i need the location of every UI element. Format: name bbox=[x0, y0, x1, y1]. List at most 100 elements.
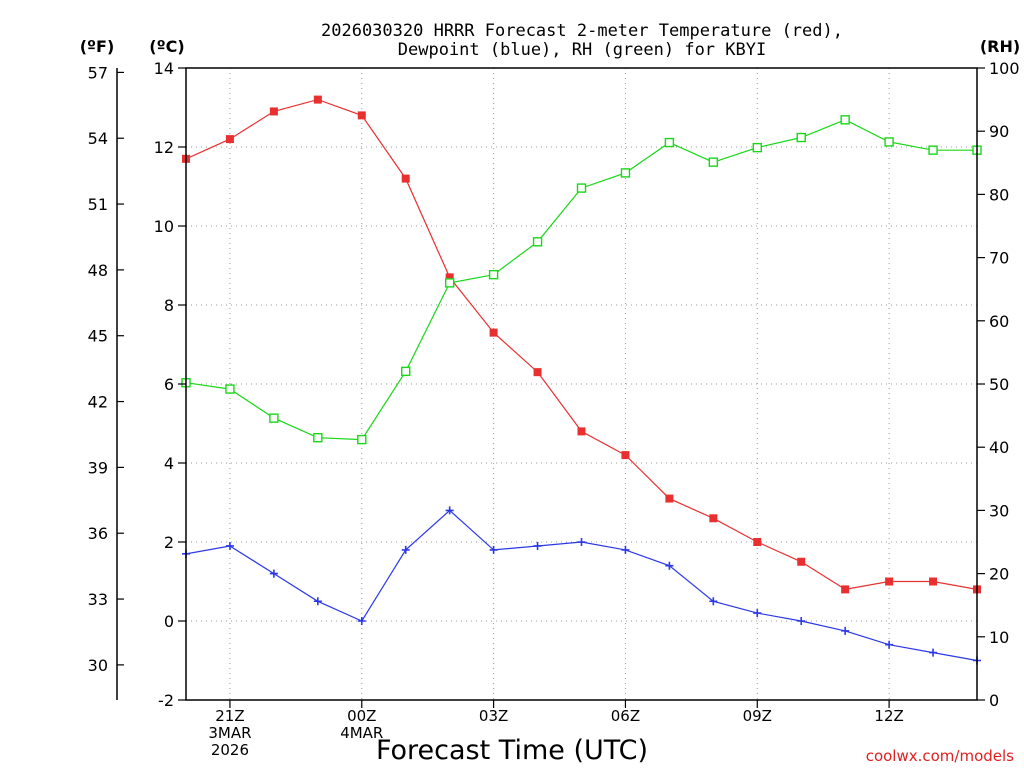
fahrenheit-tick-label: 54 bbox=[88, 129, 108, 148]
temperature-point bbox=[841, 585, 850, 594]
celsius-tick-label: 10 bbox=[154, 217, 174, 236]
temperature-point bbox=[665, 494, 674, 503]
rh-point bbox=[532, 237, 543, 247]
rh-axis-unit: (RH) bbox=[980, 37, 1020, 56]
series-layer bbox=[181, 95, 982, 665]
rh-point bbox=[708, 157, 719, 167]
rh-tick-label: 40 bbox=[989, 438, 1009, 457]
grid bbox=[186, 68, 977, 700]
fahrenheit-tick-label: 48 bbox=[88, 261, 108, 280]
celsius-tick-label: 4 bbox=[164, 454, 174, 473]
dewpoint-point bbox=[709, 597, 718, 606]
dewpoint-point bbox=[489, 545, 498, 554]
rh-point bbox=[357, 434, 367, 445]
rh-tick-label: 90 bbox=[989, 122, 1009, 141]
rh-point bbox=[576, 183, 587, 193]
temperature-point bbox=[269, 107, 278, 116]
rh-series bbox=[181, 115, 982, 445]
credit-text: coolwx.com/models bbox=[866, 747, 1014, 765]
fahrenheit-tick-label: 30 bbox=[88, 656, 108, 675]
rh-tick-label: 0 bbox=[989, 691, 999, 710]
dewpoint-point bbox=[533, 541, 542, 550]
temperature-point bbox=[313, 95, 322, 104]
dewpoint-point bbox=[753, 609, 762, 618]
temperature-point bbox=[225, 135, 234, 144]
celsius-tick-label: 0 bbox=[164, 612, 174, 631]
rh-tick-label: 30 bbox=[989, 501, 1009, 520]
dewpoint-point bbox=[313, 597, 322, 606]
rh-point bbox=[928, 145, 938, 155]
temperature-point bbox=[533, 368, 542, 377]
temperature-line bbox=[185, 98, 978, 591]
rh-tick-label: 60 bbox=[989, 312, 1009, 331]
dewpoint-line bbox=[185, 509, 978, 662]
rh-point bbox=[313, 433, 323, 443]
rh-point bbox=[488, 269, 499, 280]
dewpoint-point bbox=[885, 640, 894, 649]
x-tick-label: 00Z bbox=[347, 707, 376, 725]
rh-point bbox=[401, 366, 411, 377]
temperature-point bbox=[489, 328, 498, 337]
rh-point bbox=[664, 137, 675, 148]
fahrenheit-tick-label: 51 bbox=[88, 195, 108, 214]
x-tick-label: 2026 bbox=[211, 741, 249, 759]
rh-line bbox=[185, 119, 977, 441]
fahrenheit-tick-label: 39 bbox=[88, 458, 108, 477]
x-tick-label: 21Z bbox=[215, 707, 244, 725]
rh-point bbox=[796, 132, 806, 143]
celsius-tick-label: 2 bbox=[164, 533, 174, 552]
x-tick-label: 03Z bbox=[479, 707, 508, 725]
rh-tick-label: 20 bbox=[989, 565, 1009, 584]
rh-tick-label: 50 bbox=[989, 375, 1009, 394]
fahrenheit-tick-label: 36 bbox=[88, 524, 108, 543]
rh-point bbox=[884, 137, 894, 147]
rh-point bbox=[225, 384, 235, 394]
dewpoint-point bbox=[929, 648, 938, 657]
rh-point bbox=[269, 413, 279, 423]
temperature-point bbox=[401, 174, 410, 183]
fahrenheit-axis-unit: (ºF) bbox=[80, 37, 115, 56]
rh-tick-label: 80 bbox=[989, 185, 1009, 204]
dewpoint-point bbox=[797, 617, 806, 625]
temperature-point bbox=[797, 557, 806, 566]
celsius-tick-label: 6 bbox=[164, 375, 174, 394]
rh-tick-label: 100 bbox=[989, 59, 1020, 78]
dewpoint-point bbox=[225, 541, 234, 550]
x-tick-label: 09Z bbox=[743, 707, 772, 725]
temperature-point bbox=[709, 514, 718, 523]
x-tick-label: 06Z bbox=[611, 707, 640, 725]
temperature-point bbox=[929, 577, 938, 586]
temperature-series bbox=[182, 95, 981, 594]
celsius-tick-label: 14 bbox=[154, 59, 174, 78]
dewpoint-point bbox=[401, 545, 410, 554]
dewpoint-point bbox=[577, 538, 586, 546]
temperature-point bbox=[753, 538, 762, 546]
axes: -2 0 2 4 6 8 10 12 14 30 33 36 39 42 45 48 51 54 57 0 10 20 30… bbox=[88, 59, 1020, 759]
x-tick-label: 3MAR bbox=[208, 724, 251, 742]
dewpoint-series bbox=[182, 506, 981, 665]
rh-tick-label: 10 bbox=[989, 628, 1009, 647]
temperature-point bbox=[621, 451, 630, 460]
x-tick-label: 4MAR bbox=[340, 724, 383, 742]
fahrenheit-tick-label: 42 bbox=[88, 393, 108, 412]
dewpoint-point bbox=[621, 545, 630, 554]
temperature-point bbox=[885, 577, 894, 586]
chart-title-line-1: 2026030320 HRRR Forecast 2-meter Tempera… bbox=[321, 21, 843, 41]
temperature-point bbox=[577, 427, 586, 436]
celsius-tick-label: 12 bbox=[154, 138, 174, 157]
chart-title-line-2: Dewpoint (blue), RH (green) for KBYI bbox=[398, 40, 766, 60]
rh-tick-label: 70 bbox=[989, 249, 1009, 268]
celsius-tick-label: 8 bbox=[164, 296, 174, 315]
temperature-point bbox=[445, 273, 454, 282]
fahrenheit-tick-label: 57 bbox=[88, 63, 108, 82]
dewpoint-point bbox=[357, 617, 366, 625]
fahrenheit-tick-label: 33 bbox=[88, 590, 108, 609]
rh-point bbox=[444, 278, 455, 288]
dewpoint-point bbox=[841, 626, 850, 635]
celsius-tick-label: -2 bbox=[158, 691, 174, 710]
rh-point bbox=[840, 115, 850, 125]
rh-point bbox=[620, 168, 631, 178]
temperature-point bbox=[357, 111, 366, 120]
dewpoint-point bbox=[665, 561, 674, 570]
